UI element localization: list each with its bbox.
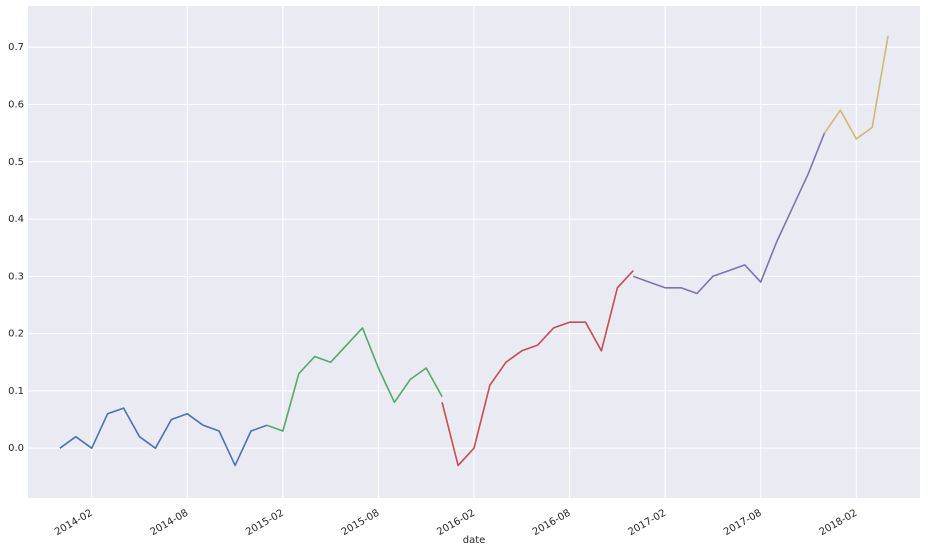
series-line [266, 327, 443, 432]
x-tick-label: 2017-08 [722, 508, 764, 538]
x-tick-label: 2016-08 [531, 508, 573, 538]
x-tick-label: 2014-02 [53, 508, 95, 538]
x-tick-label: 2017-02 [626, 508, 668, 538]
y-tick-label: 0.4 [8, 214, 24, 225]
x-tick-label: 2015-08 [340, 508, 382, 538]
y-tick-label: 0.6 [8, 100, 24, 111]
x-tick-label: 2016-02 [435, 508, 477, 538]
y-tick-label: 0.5 [8, 157, 24, 168]
series-line [59, 407, 268, 467]
series-line [633, 132, 826, 295]
y-tick-label: 0.2 [8, 329, 24, 340]
y-tick-label: 0.3 [8, 271, 24, 282]
series-line [441, 270, 634, 467]
y-tick-label: 0.7 [8, 42, 24, 53]
x-axis-label: date [463, 535, 486, 546]
x-tick-label: 2015-02 [244, 508, 286, 538]
x-tick-label: 2014-08 [149, 508, 191, 538]
series-line [823, 35, 889, 140]
y-tick-label: 0.1 [8, 386, 24, 397]
y-tick-label: 0.0 [8, 443, 24, 454]
x-tick-label: 2018-02 [818, 508, 860, 538]
